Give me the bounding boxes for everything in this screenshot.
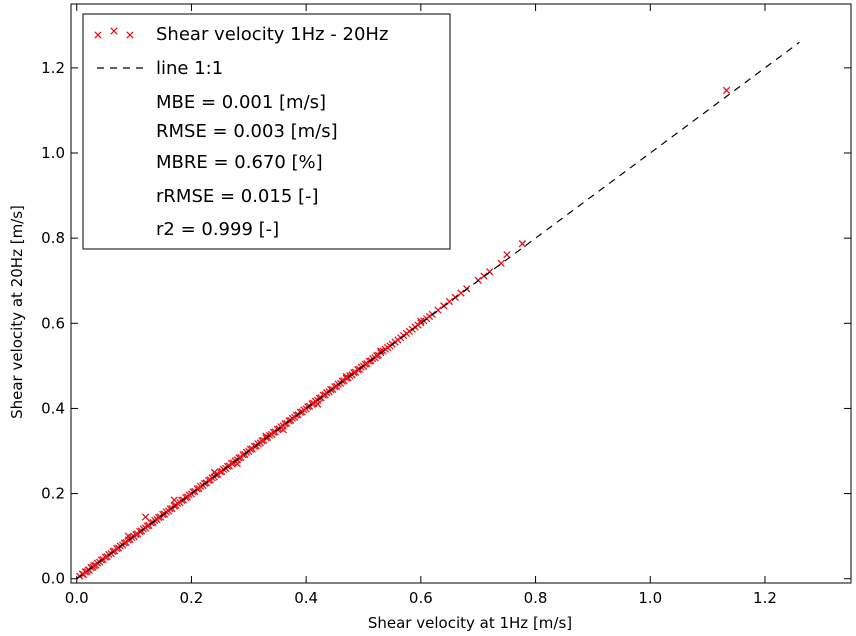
data-point (722, 86, 731, 95)
data-point (170, 496, 178, 504)
data-point (262, 432, 270, 440)
data-point (377, 347, 385, 355)
legend-stat-rrmse: rRMSE = 0.015 [-] (156, 186, 319, 207)
y-tick-label: 0.4 (41, 399, 65, 417)
data-point (518, 240, 527, 248)
legend-marker-point (94, 31, 102, 39)
y-tick-label: 0.0 (41, 570, 65, 588)
legend-label-line: line 1:1 (156, 58, 223, 79)
x-tick-label: 0.4 (294, 589, 318, 607)
y-axis-label: Shear velocity at 20Hz [m/s] (8, 205, 26, 419)
legend-stat-r2: r2 = 0.999 [-] (156, 219, 279, 240)
legend-marker-point (110, 27, 118, 35)
legend-scatter-marker (94, 27, 134, 39)
data-point (143, 522, 151, 530)
data-point (323, 389, 331, 397)
x-tick-label: 0.0 (65, 589, 89, 607)
data-point (269, 428, 278, 436)
y-axis: 0.0 0.2 0.4 0.6 0.8 1.0 1.2 (41, 59, 851, 588)
y-tick-label: 1.0 (41, 144, 65, 162)
data-point (342, 372, 350, 381)
data-point (417, 317, 425, 325)
x-tick-label: 0.8 (524, 589, 548, 607)
legend-box (82, 13, 451, 250)
legend-stat-rmse: RMSE = 0.003 [m/s] (156, 121, 338, 142)
data-point (93, 559, 102, 567)
x-axis-label: Shear velocity at 1Hz [m/s] (368, 614, 572, 632)
data-point (141, 513, 150, 521)
data-point (279, 426, 287, 434)
data-point (155, 513, 163, 522)
data-point (196, 482, 205, 491)
x-axis: 0.0 0.2 0.4 0.6 0.8 1.0 1.2 (65, 4, 777, 607)
x-tick-label: 1.0 (638, 589, 662, 607)
legend: Shear velocity 1Hz - 20Hz line 1:1 MBE =… (82, 13, 451, 250)
data-point (185, 491, 193, 499)
legend-stat-mbre: MBRE = 0.670 [%] (156, 152, 323, 173)
data-point (166, 505, 174, 513)
plot-frame (70, 3, 852, 584)
x-tick-label: 1.2 (753, 589, 777, 607)
legend-marker-point (126, 31, 134, 39)
data-point (313, 400, 322, 408)
data-point (208, 474, 216, 482)
x-tick-label: 0.6 (409, 589, 433, 607)
legend-stat-mbe: MBE = 0.001 [m/s] (156, 92, 326, 113)
identity-line (76, 41, 800, 580)
legend-label-scatter: Shear velocity 1Hz - 20Hz (156, 24, 388, 45)
y-tick-label: 0.2 (41, 485, 65, 503)
x-tick-label: 0.2 (180, 589, 204, 607)
data-point (281, 420, 289, 428)
y-tick-label: 1.2 (41, 59, 65, 77)
y-tick-label: 0.6 (41, 314, 65, 332)
data-point (457, 289, 465, 297)
data-point (503, 251, 511, 259)
y-tick-label: 0.8 (41, 229, 65, 247)
data-point (300, 406, 308, 414)
